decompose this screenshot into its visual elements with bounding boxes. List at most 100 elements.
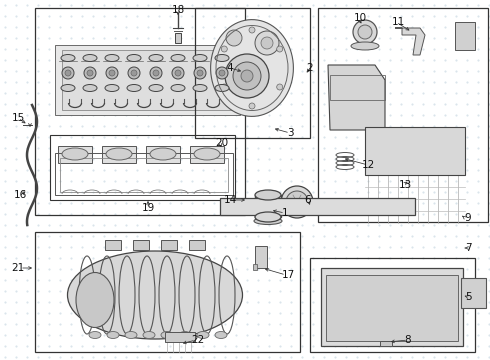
- Bar: [326, 275, 458, 341]
- Ellipse shape: [61, 54, 75, 62]
- Text: 6: 6: [305, 195, 311, 205]
- Circle shape: [225, 54, 269, 98]
- Circle shape: [197, 70, 203, 76]
- Bar: [146, 146, 180, 163]
- Circle shape: [353, 20, 377, 44]
- Circle shape: [294, 199, 300, 205]
- Circle shape: [249, 103, 255, 109]
- Circle shape: [175, 70, 181, 76]
- Ellipse shape: [127, 54, 141, 62]
- Ellipse shape: [149, 54, 163, 62]
- Circle shape: [219, 70, 225, 76]
- Ellipse shape: [83, 85, 97, 91]
- Bar: [310, 258, 475, 352]
- Circle shape: [131, 70, 137, 76]
- Bar: [321, 268, 463, 346]
- Ellipse shape: [107, 332, 119, 338]
- Ellipse shape: [255, 190, 281, 200]
- Bar: [165, 332, 195, 342]
- Bar: [102, 146, 136, 163]
- Ellipse shape: [215, 332, 227, 338]
- Ellipse shape: [193, 85, 207, 91]
- Bar: [175, 33, 181, 43]
- Ellipse shape: [125, 332, 137, 338]
- Text: 11: 11: [392, 17, 405, 27]
- Circle shape: [150, 67, 162, 79]
- Ellipse shape: [149, 85, 163, 91]
- Bar: [253, 264, 257, 270]
- Ellipse shape: [106, 148, 132, 160]
- Circle shape: [109, 70, 115, 76]
- Text: 10: 10: [353, 13, 367, 23]
- Polygon shape: [395, 28, 425, 55]
- Bar: [455, 22, 475, 50]
- Bar: [133, 240, 149, 250]
- Circle shape: [380, 332, 392, 344]
- Text: 7: 7: [465, 243, 471, 253]
- Circle shape: [221, 46, 227, 52]
- Bar: [35, 8, 245, 215]
- Ellipse shape: [89, 332, 101, 338]
- Text: 5: 5: [465, 292, 471, 302]
- Text: 16: 16: [13, 190, 26, 200]
- Bar: [330, 75, 385, 100]
- Ellipse shape: [83, 54, 97, 62]
- Text: 3: 3: [287, 128, 294, 138]
- Circle shape: [241, 70, 253, 82]
- Circle shape: [216, 67, 228, 79]
- Circle shape: [106, 67, 118, 79]
- Text: 20: 20: [216, 138, 228, 148]
- Circle shape: [84, 67, 96, 79]
- Circle shape: [467, 291, 481, 305]
- Circle shape: [337, 82, 353, 98]
- Text: 14: 14: [223, 195, 237, 205]
- Text: 8: 8: [405, 335, 411, 345]
- Bar: [365, 127, 465, 175]
- Circle shape: [233, 62, 261, 90]
- Text: 9: 9: [465, 213, 471, 223]
- Bar: [190, 146, 224, 163]
- Bar: [255, 195, 281, 217]
- Ellipse shape: [255, 212, 281, 222]
- Bar: [255, 246, 267, 268]
- Circle shape: [255, 31, 279, 55]
- Text: 17: 17: [281, 270, 294, 280]
- Bar: [318, 8, 488, 222]
- Polygon shape: [328, 65, 455, 145]
- Circle shape: [172, 67, 184, 79]
- Text: 1: 1: [282, 208, 288, 218]
- Circle shape: [358, 25, 372, 39]
- Bar: [62, 50, 233, 110]
- Bar: [380, 341, 392, 346]
- Text: 12: 12: [362, 160, 375, 170]
- Text: 13: 13: [398, 180, 412, 190]
- Circle shape: [277, 84, 283, 90]
- Ellipse shape: [171, 54, 185, 62]
- Circle shape: [277, 46, 283, 52]
- Circle shape: [65, 70, 71, 76]
- Ellipse shape: [62, 148, 88, 160]
- Bar: [55, 45, 240, 115]
- Bar: [60, 158, 228, 192]
- Bar: [50, 135, 235, 200]
- Circle shape: [286, 191, 308, 213]
- Circle shape: [128, 67, 140, 79]
- Text: 18: 18: [172, 5, 185, 15]
- Ellipse shape: [254, 217, 282, 225]
- Text: 15: 15: [11, 113, 24, 123]
- Bar: [220, 198, 415, 215]
- Circle shape: [83, 288, 107, 312]
- Ellipse shape: [150, 148, 176, 160]
- Circle shape: [249, 27, 255, 33]
- Circle shape: [194, 67, 206, 79]
- Bar: [35, 232, 300, 352]
- Ellipse shape: [127, 85, 141, 91]
- Ellipse shape: [194, 148, 220, 160]
- Bar: [161, 240, 177, 250]
- Bar: [195, 8, 310, 138]
- Circle shape: [221, 84, 227, 90]
- Ellipse shape: [351, 42, 379, 50]
- Circle shape: [62, 67, 74, 79]
- Text: 4: 4: [227, 63, 233, 73]
- Text: 2: 2: [307, 63, 313, 73]
